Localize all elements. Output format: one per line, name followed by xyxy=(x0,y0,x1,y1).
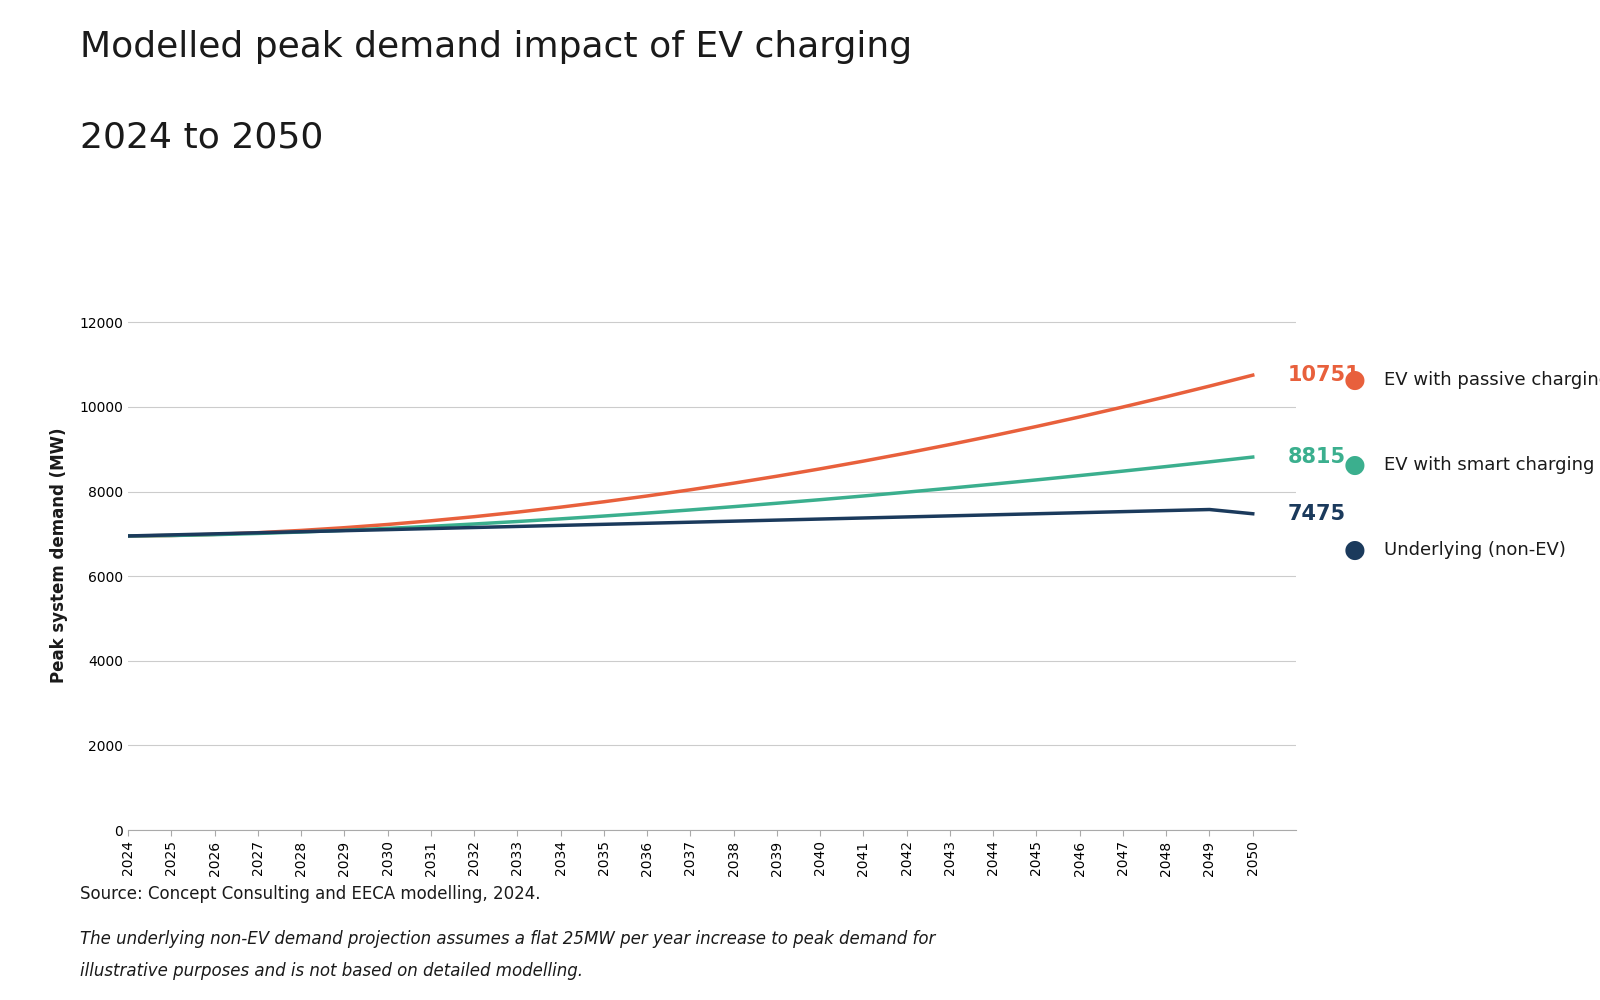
Text: EV with passive charging: EV with passive charging xyxy=(1384,371,1600,389)
Text: Modelled peak demand impact of EV charging: Modelled peak demand impact of EV chargi… xyxy=(80,30,912,64)
Text: 8815: 8815 xyxy=(1288,447,1346,467)
Text: 7475: 7475 xyxy=(1288,504,1346,524)
Text: EV with smart charging: EV with smart charging xyxy=(1384,456,1594,474)
Text: illustrative purposes and is not based on detailed modelling.: illustrative purposes and is not based o… xyxy=(80,962,582,980)
Text: Underlying (non-EV): Underlying (non-EV) xyxy=(1384,541,1566,559)
Text: 10751: 10751 xyxy=(1288,365,1360,385)
Text: 2024 to 2050: 2024 to 2050 xyxy=(80,120,323,154)
Text: ●: ● xyxy=(1344,538,1366,562)
Text: ●: ● xyxy=(1344,453,1366,477)
Text: Source: Concept Consulting and EECA modelling, 2024.: Source: Concept Consulting and EECA mode… xyxy=(80,885,541,903)
Text: The underlying non-EV demand projection assumes a flat 25MW per year increase to: The underlying non-EV demand projection … xyxy=(80,930,936,948)
Text: ●: ● xyxy=(1344,368,1366,392)
Y-axis label: Peak system demand (MW): Peak system demand (MW) xyxy=(50,427,69,683)
